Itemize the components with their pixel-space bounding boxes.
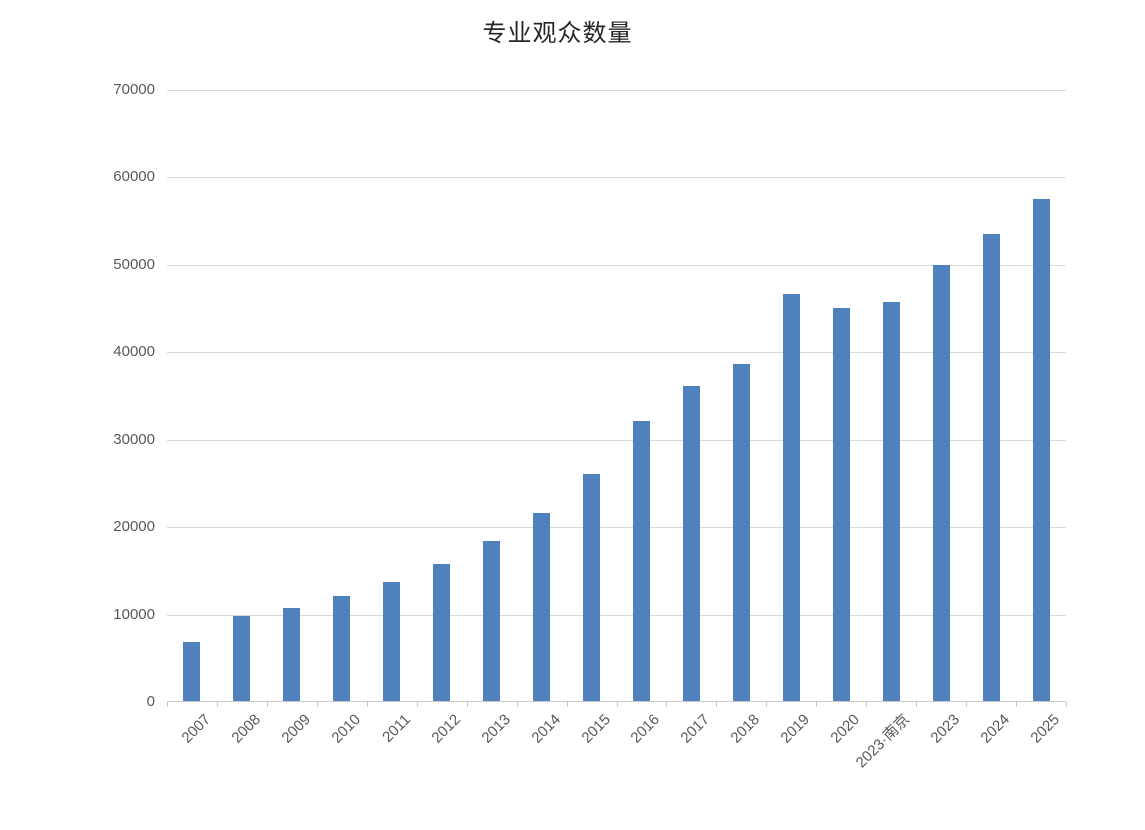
bar-2009	[283, 608, 301, 701]
bar-2023	[932, 264, 950, 701]
bar-2015	[583, 473, 601, 701]
x-axis-tick	[916, 702, 917, 707]
gridline	[167, 90, 1066, 91]
gridline	[167, 264, 1066, 266]
bar-2019	[782, 293, 800, 701]
bar-2025	[1032, 199, 1050, 701]
x-axis-tick	[517, 702, 518, 707]
bar-2010	[333, 596, 351, 701]
bar-2011	[383, 582, 401, 701]
x-axis-tick	[766, 702, 767, 707]
x-axis-tick	[417, 702, 418, 707]
x-axis-tick	[716, 702, 717, 707]
x-axis-tick	[866, 702, 867, 707]
gridline	[167, 177, 1066, 179]
x-axis-tick	[367, 702, 368, 707]
x-axis-tick	[567, 702, 568, 707]
y-axis-tick-label: 60000	[113, 168, 155, 186]
x-axis-tick	[267, 702, 268, 707]
x-axis-tick	[816, 702, 817, 707]
y-axis-tick-label: 20000	[113, 518, 155, 536]
bar-2014	[533, 513, 551, 701]
x-axis-tick	[467, 702, 468, 707]
x-axis-tick	[1016, 702, 1017, 707]
bar-2012	[433, 563, 451, 701]
y-axis-tick-label: 50000	[113, 255, 155, 273]
x-axis-tick-label: 2025	[1027, 711, 1064, 747]
x-axis-line	[167, 701, 1066, 702]
gridline	[167, 352, 1066, 354]
plot-area	[167, 90, 1067, 707]
bar-2008	[233, 616, 251, 701]
gridline	[167, 439, 1066, 441]
bar-2024	[982, 234, 1000, 701]
bar-2007	[183, 641, 201, 701]
x-axis-tick	[317, 702, 318, 707]
bar-2013	[483, 541, 501, 701]
y-axis-tick-label: 30000	[113, 430, 155, 448]
x-axis-tick	[1066, 702, 1067, 707]
x-axis-tick	[617, 702, 618, 707]
bar-2017	[682, 386, 700, 701]
x-axis-tick	[167, 702, 168, 707]
gridline	[167, 527, 1066, 529]
bar-2023·南京	[882, 302, 900, 701]
x-axis-tick	[217, 702, 218, 707]
bar-2020	[832, 307, 850, 701]
y-axis-tick-label: 10000	[113, 605, 155, 623]
y-axis-tick-label: 70000	[113, 81, 155, 98]
y-axis-tick-label: 40000	[113, 343, 155, 361]
x-axis-tick	[966, 702, 967, 707]
chart-title: 专业观众数量	[482, 20, 633, 47]
bar-2016	[632, 421, 650, 701]
gridline	[167, 614, 1066, 616]
y-axis-tick-label: 0	[146, 693, 155, 710]
bar-2018	[732, 363, 750, 701]
x-axis-tick	[666, 702, 667, 707]
